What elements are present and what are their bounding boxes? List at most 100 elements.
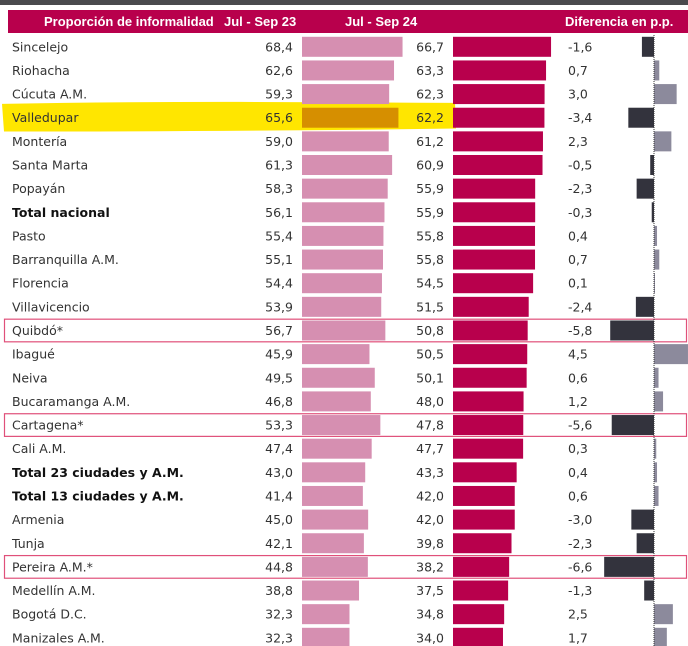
row-label: Neiva — [12, 370, 48, 385]
value-2024: 50,5 — [416, 347, 444, 362]
value-difference: 0,7 — [568, 252, 588, 267]
value-2023: 41,4 — [265, 488, 293, 503]
window-top-bar — [0, 0, 688, 5]
bar-2023 — [302, 509, 369, 530]
value-difference: -1,6 — [568, 39, 592, 54]
value-2023: 58,3 — [265, 181, 293, 196]
row-label: Manizales A.M. — [12, 630, 105, 645]
value-2023: 43,0 — [265, 465, 293, 480]
value-2024: 51,5 — [416, 299, 444, 314]
bar-difference — [628, 107, 654, 128]
bar-2024 — [453, 60, 547, 81]
value-difference: 1,2 — [568, 394, 588, 409]
bar-difference — [635, 296, 654, 317]
value-difference: 0,1 — [568, 276, 588, 291]
row-label: Bogotá D.C. — [12, 607, 87, 622]
value-2023: 53,9 — [265, 299, 293, 314]
value-2023: 55,1 — [265, 252, 293, 267]
bar-2023 — [302, 367, 375, 388]
value-2023: 55,4 — [265, 228, 293, 243]
bar-2024 — [453, 580, 509, 601]
value-2024: 66,7 — [416, 39, 444, 54]
value-2024: 55,8 — [416, 252, 444, 267]
header-jul-sep-23: Jul - Sep 23 — [224, 14, 297, 29]
value-2023: 46,8 — [265, 394, 293, 409]
value-difference: 4,5 — [568, 347, 588, 362]
row-label: Total nacional — [12, 205, 110, 220]
bar-2024 — [453, 485, 515, 506]
bar-difference — [654, 225, 658, 246]
bar-2023 — [302, 225, 384, 246]
value-difference: -2,3 — [568, 536, 592, 551]
value-2023: 61,3 — [265, 158, 293, 173]
row-label: Cali A.M. — [12, 441, 66, 456]
bar-2024 — [453, 273, 534, 294]
bar-difference — [636, 533, 654, 554]
value-2024: 42,0 — [416, 512, 444, 527]
row-label: Villavicencio — [12, 299, 90, 314]
bar-difference — [654, 84, 677, 105]
bar-2024 — [453, 344, 528, 365]
row-label: Pereira A.M.* — [12, 559, 93, 574]
bar-2023 — [302, 107, 399, 128]
bar-2023 — [302, 438, 372, 459]
bar-2023 — [302, 415, 381, 436]
value-difference: -0,5 — [568, 158, 592, 173]
bar-difference — [654, 249, 660, 270]
value-difference: 0,3 — [568, 441, 588, 456]
value-2023: 62,6 — [265, 63, 293, 78]
bar-difference — [654, 438, 657, 459]
row-label: Armenia — [12, 512, 64, 527]
bar-difference — [604, 556, 654, 577]
row-label: Cúcuta A.M. — [12, 87, 87, 102]
value-2023: 32,3 — [265, 607, 293, 622]
value-2023: 47,4 — [265, 441, 293, 456]
value-difference: 2,3 — [568, 134, 588, 149]
row-label: Medellín A.M. — [12, 583, 95, 598]
table-header: Proporción de informalidad Jul - Sep 23 … — [8, 10, 688, 33]
row-label: Montería — [12, 134, 67, 149]
header-category: Proporción de informalidad — [44, 14, 214, 29]
bar-difference — [631, 509, 654, 530]
value-difference: -0,3 — [568, 205, 592, 220]
value-2024: 63,3 — [416, 63, 444, 78]
bar-difference — [654, 462, 658, 483]
row-label: Quibdó* — [12, 323, 63, 338]
bar-difference — [654, 60, 660, 81]
value-difference: -3,0 — [568, 512, 592, 527]
bar-2023 — [302, 485, 363, 506]
value-2023: 56,1 — [265, 205, 293, 220]
bar-2024 — [453, 155, 543, 175]
value-2024: 34,8 — [416, 607, 444, 622]
value-difference: -3,4 — [568, 110, 592, 125]
value-difference: 3,0 — [568, 87, 588, 102]
value-2023: 49,5 — [265, 370, 293, 385]
bar-2023 — [302, 131, 389, 152]
value-difference: 2,5 — [568, 607, 588, 622]
value-2023: 59,3 — [265, 87, 293, 102]
value-2024: 43,3 — [416, 465, 444, 480]
value-2023: 42,1 — [265, 536, 293, 551]
bar-difference — [644, 580, 654, 601]
bar-2023 — [302, 155, 393, 175]
value-2024: 38,2 — [416, 559, 444, 574]
value-difference: 1,7 — [568, 630, 588, 645]
bar-2024 — [453, 509, 515, 530]
value-2024: 55,8 — [416, 228, 444, 243]
bar-2024 — [453, 107, 545, 128]
value-2023: 56,7 — [265, 323, 293, 338]
bar-2024 — [453, 462, 517, 483]
value-2024: 55,9 — [416, 205, 444, 220]
row-label: Sincelejo — [12, 39, 68, 54]
bar-2023 — [302, 533, 364, 554]
bar-2024 — [453, 178, 536, 199]
bar-2024 — [453, 84, 545, 105]
bar-2023 — [302, 202, 385, 223]
value-difference: -2,4 — [568, 299, 592, 314]
row-label: Tunja — [11, 536, 45, 551]
bar-2024 — [453, 438, 524, 459]
bar-difference — [654, 391, 664, 412]
bar-difference — [636, 178, 654, 199]
bar-2023 — [302, 462, 366, 483]
